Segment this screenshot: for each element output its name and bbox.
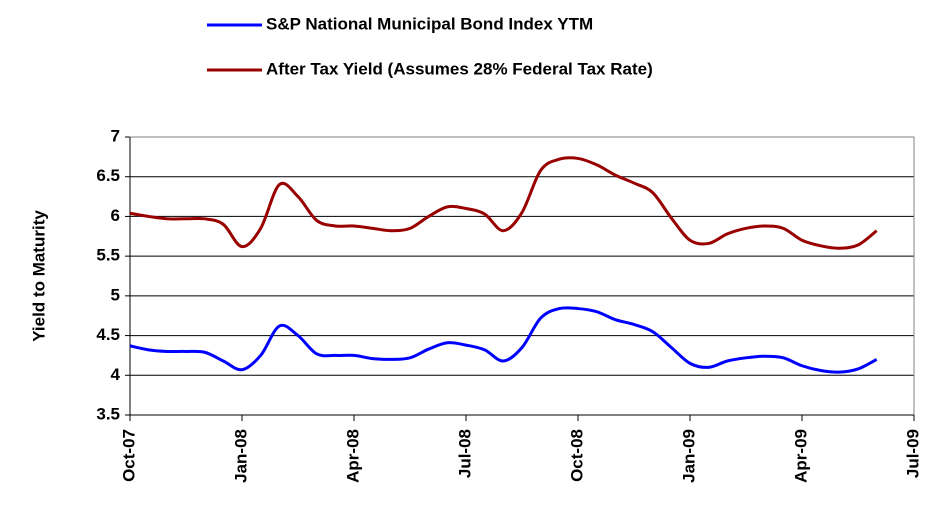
x-tick-label: Apr-08 <box>343 429 362 483</box>
legend-label: S&P National Municipal Bond Index YTM <box>266 14 593 33</box>
y-tick-label: 6 <box>111 206 120 225</box>
y-tick-label: 3.5 <box>96 404 120 423</box>
y-tick-label: 5 <box>111 285 120 304</box>
x-tick-label: Jan-09 <box>679 429 698 483</box>
x-tick-label: Oct-08 <box>567 429 586 482</box>
y-tick-label: 6.5 <box>96 166 120 185</box>
x-tick-label: Jul-08 <box>455 429 474 478</box>
y-axis-label: Yield to Maturity <box>29 210 48 342</box>
x-tick-label: Oct-07 <box>119 429 138 482</box>
y-tick-label: 7 <box>111 126 120 145</box>
series-line <box>129 306 878 374</box>
legend-label: After Tax Yield (Assumes 28% Federal Tax… <box>266 59 653 78</box>
series-line <box>129 156 878 250</box>
y-tick-label: 5.5 <box>96 246 120 265</box>
x-tick-label: Jan-08 <box>231 429 250 483</box>
x-tick-label: Apr-09 <box>791 429 810 483</box>
x-tick-label: Jul-09 <box>903 429 922 478</box>
y-tick-label: 4.5 <box>96 325 120 344</box>
plot-frame <box>129 136 915 416</box>
y-tick-label: 4 <box>111 365 121 384</box>
